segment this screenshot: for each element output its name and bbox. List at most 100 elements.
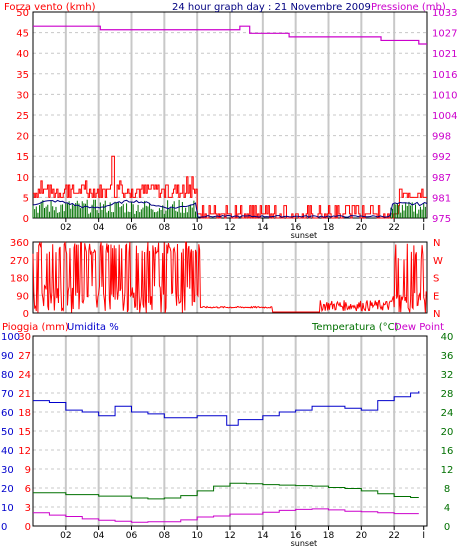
humidity-axis-label: 30 [1, 465, 14, 476]
direction-panel-frame [32, 241, 428, 314]
pressure-axis-label: 1010 [432, 90, 457, 101]
humidity-axis-label: 90 [1, 351, 14, 362]
wind-direction-series [32, 241, 427, 314]
rain-axis-label: 6 [25, 484, 31, 495]
temperature-axis-label: 12 [441, 465, 454, 476]
wind-axis-label: 30 [16, 90, 29, 101]
wind-panel-sunset-label: sunset [291, 231, 318, 240]
temp-panel-sunset-label: sunset [291, 539, 318, 548]
humidity-axis-label: 50 [1, 427, 14, 438]
wind-panel-xtick-label: 14 [257, 223, 269, 233]
rain-axis-label: 12 [18, 446, 31, 457]
rain-axis-label: 0 [25, 522, 31, 533]
chart-title: 24 hour graph day : 21 Novembre 2009 [172, 2, 371, 13]
gust-series [33, 155, 427, 219]
pressure-axis-label: 975 [432, 214, 451, 225]
temp-panel-xtick-label: 02 [60, 531, 71, 541]
rain-axis-label: 15 [18, 427, 31, 438]
compass-axis-label: N [433, 309, 440, 320]
humidity-series [33, 391, 420, 426]
temperature-axis-label: 28 [441, 389, 454, 400]
wind-panel-xtick-label: 04 [93, 223, 105, 233]
temperature-axis-label: 0 [444, 522, 450, 533]
wind-panel-xtick-label: 12 [224, 223, 235, 233]
compass-axis-label: W [433, 256, 443, 267]
temperature-axis-label: 32 [441, 370, 454, 381]
compass-axis-label: E [433, 291, 439, 302]
rain-axis-label: 18 [18, 408, 31, 419]
wind-axis-label: 25 [16, 111, 29, 122]
dewpoint-title: Dew Point [394, 322, 444, 333]
direction-axis-label: 180 [10, 274, 29, 285]
wind-panel-xtick-label: 22 [388, 223, 399, 233]
direction-axis-label: 270 [10, 256, 29, 267]
wind-panel-xtick-label: 10 [191, 223, 203, 233]
humidity-axis-label: 40 [1, 446, 14, 457]
wind-axis-label: 0 [23, 214, 29, 225]
humidity-axis-label: 10 [1, 503, 14, 514]
wind-speed-series [32, 199, 426, 218]
temp-panel-xtick-label: 18 [323, 531, 335, 541]
temp-panel-xtick-label: 10 [191, 531, 203, 541]
dewpoint-series [33, 508, 419, 523]
wind-axis-label: 35 [16, 70, 29, 81]
compass-axis-label: S [433, 274, 439, 285]
pressure-axis-label: 987 [432, 173, 451, 184]
temperature-axis-label: 8 [444, 484, 450, 495]
humidity-axis-label: 60 [1, 408, 14, 419]
compass-axis-label: N [433, 238, 440, 249]
humidity-title: Umidita % [67, 322, 119, 333]
temp-panel-xtick-label: 12 [224, 531, 235, 541]
temp-panel-xtick-label: 16 [290, 531, 302, 541]
header-left-label: Forza vento (kmh) [4, 2, 96, 13]
humidity-axis-label: 80 [1, 370, 14, 381]
wind-axis-label: 15 [16, 152, 29, 163]
wind-panel-xtick-label: I [422, 223, 425, 233]
temperature-axis-label: 20 [441, 427, 454, 438]
temperature-axis-label: 16 [441, 446, 454, 457]
temperature-axis-label: 24 [441, 408, 454, 419]
rain-axis-label: 24 [18, 370, 31, 381]
pressure-axis-label: 992 [432, 152, 451, 163]
pressure-axis-label: 981 [432, 193, 451, 204]
wind-panel-xtick-label: 08 [159, 223, 171, 233]
pressure-series [33, 25, 427, 45]
wind-panel-xtick-label: 02 [60, 223, 71, 233]
temperature-series [33, 482, 419, 500]
humidity-axis-label: 0 [1, 522, 7, 533]
pressure-axis-label: 1027 [432, 29, 457, 40]
temp-panel-xtick-label: 08 [159, 531, 171, 541]
pressure-axis-label: 1004 [432, 111, 457, 122]
temp-panel-xtick-label: 22 [388, 531, 399, 541]
rain-axis-label: 21 [18, 389, 31, 400]
rain-axis-label: 27 [18, 351, 31, 362]
temperature-axis-label: 40 [441, 332, 454, 343]
wind-panel-xtick-label: 18 [323, 223, 335, 233]
rain-title: Pioggia (mm) [2, 322, 69, 333]
avg-wind-series [32, 199, 428, 218]
wind-axis-label: 20 [16, 132, 29, 143]
humidity-axis-label: 100 [1, 332, 20, 343]
header-right-label: Pressione (mb) [371, 2, 446, 13]
temp-panel-xtick-label: 06 [126, 531, 138, 541]
humidity-axis-label: 70 [1, 389, 14, 400]
rain-axis-label: 30 [18, 332, 31, 343]
wind-panel-xtick-label: 20 [356, 223, 368, 233]
wind-axis-label: 5 [23, 193, 29, 204]
temp-panel-xtick-label: 20 [356, 531, 368, 541]
humidity-axis-label: 20 [1, 484, 14, 495]
wind-axis-label: 10 [16, 173, 29, 184]
wind-panel-xtick-label: 06 [126, 223, 138, 233]
temp-panel-xtick-label: 04 [93, 531, 105, 541]
direction-axis-label: 360 [10, 238, 29, 249]
temperature-axis-label: 36 [441, 351, 454, 362]
wind-axis-label: 50 [16, 8, 29, 19]
temp-panel-xtick-label: I [422, 531, 425, 541]
wind-panel-xtick-label: 16 [290, 223, 302, 233]
direction-axis-label: 90 [16, 291, 29, 302]
temperature-axis-label: 4 [444, 503, 450, 514]
temperature-title: Temperatura (°C) [311, 322, 399, 333]
temp-panel-xtick-label: 14 [257, 531, 269, 541]
pressure-axis-label: 998 [432, 132, 451, 143]
